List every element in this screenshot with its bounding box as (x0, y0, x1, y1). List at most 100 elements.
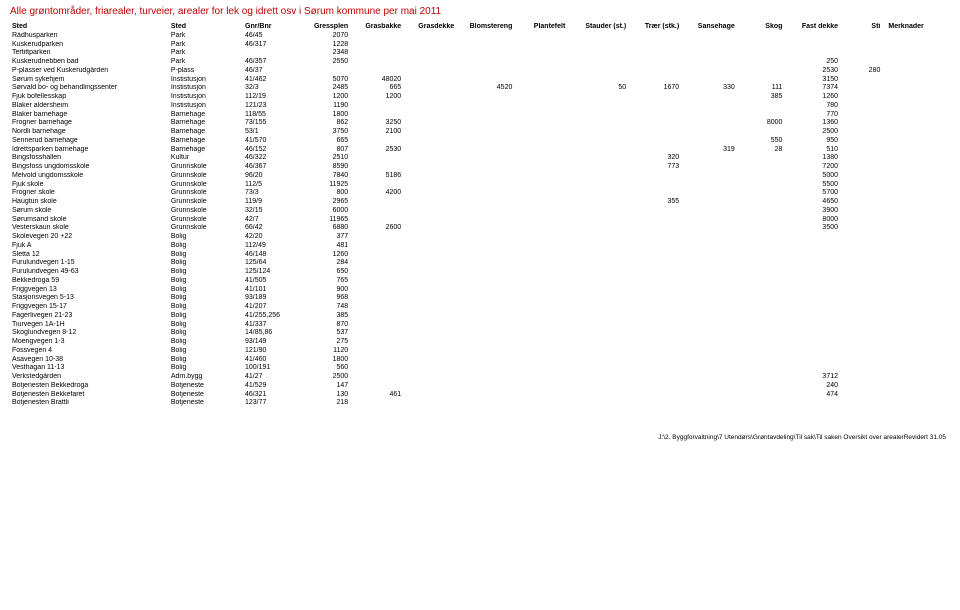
cell (685, 312, 741, 321)
cell (354, 399, 407, 408)
cell: 1200 (301, 93, 354, 102)
cell: 93/149 (243, 338, 301, 347)
cell (407, 163, 460, 172)
cell (886, 338, 950, 347)
cell (460, 399, 518, 408)
cell: 665 (301, 137, 354, 146)
cell (886, 391, 950, 400)
cell (685, 119, 741, 128)
cell (460, 242, 518, 251)
cell: Bolig (169, 356, 243, 365)
cell (886, 268, 950, 277)
cell (886, 224, 950, 233)
cell (518, 32, 571, 41)
cell (571, 321, 632, 330)
cell (460, 58, 518, 67)
cell (407, 277, 460, 286)
cell (741, 154, 789, 163)
cell (460, 356, 518, 365)
cell (571, 277, 632, 286)
cell: 8590 (301, 163, 354, 172)
cell (788, 303, 844, 312)
cell (407, 356, 460, 365)
cell (632, 41, 685, 50)
column-header: Grasbakke (354, 23, 407, 32)
cell: Fjuk A (10, 242, 169, 251)
cell (741, 294, 789, 303)
cell (354, 233, 407, 242)
cell (685, 32, 741, 41)
cell (741, 216, 789, 225)
cell: 218 (301, 399, 354, 408)
cell (741, 163, 789, 172)
table-row: Idrettsparken barnehageBarnehage46/15280… (10, 146, 950, 155)
cell (844, 163, 886, 172)
cell (571, 364, 632, 373)
cell (407, 321, 460, 330)
cell (844, 286, 886, 295)
cell: Haugtun skole (10, 198, 169, 207)
cell (886, 49, 950, 58)
cell (741, 321, 789, 330)
cell (354, 67, 407, 76)
table-row: RådhusparkenPark46/452070 (10, 32, 950, 41)
cell (886, 76, 950, 85)
cell: Verkstedgården (10, 373, 169, 382)
table-row: Fossvegen 4Bolig121/901120 (10, 347, 950, 356)
cell (354, 102, 407, 111)
table-row: Blaker barnehageBarnehage118/551800770 (10, 111, 950, 120)
cell (354, 294, 407, 303)
column-header: Merknader (886, 23, 950, 32)
cell (886, 399, 950, 408)
cell: Fossvegen 4 (10, 347, 169, 356)
cell (354, 303, 407, 312)
cell (518, 137, 571, 146)
cell (407, 382, 460, 391)
cell (407, 76, 460, 85)
cell (886, 312, 950, 321)
table-row: Friggvegen 15-17Bolig41/207748 (10, 303, 950, 312)
cell (518, 58, 571, 67)
cell (407, 146, 460, 155)
cell (571, 268, 632, 277)
cell (571, 233, 632, 242)
cell: Bolig (169, 338, 243, 347)
cell: 46/37 (243, 67, 301, 76)
cell (407, 128, 460, 137)
cell (741, 198, 789, 207)
cell (741, 76, 789, 85)
cell (741, 111, 789, 120)
cell (741, 338, 789, 347)
cell: Bolig (169, 268, 243, 277)
cell (460, 49, 518, 58)
cell (844, 198, 886, 207)
cell (407, 312, 460, 321)
cell: 765 (301, 277, 354, 286)
table-row: Fjuk skoleGrunnskole112/5119255500 (10, 181, 950, 190)
cell (407, 216, 460, 225)
cell (741, 356, 789, 365)
cell: 1120 (301, 347, 354, 356)
cell: 3712 (788, 373, 844, 382)
cell (632, 207, 685, 216)
cell (407, 233, 460, 242)
cell (632, 329, 685, 338)
cell: 320 (632, 154, 685, 163)
cell (844, 93, 886, 102)
cell (354, 329, 407, 338)
cell: 3250 (354, 119, 407, 128)
cell: 275 (301, 338, 354, 347)
cell (741, 312, 789, 321)
cell: 6880 (301, 224, 354, 233)
cell (844, 251, 886, 260)
cell (685, 198, 741, 207)
cell: 1200 (354, 93, 407, 102)
cell (407, 373, 460, 382)
cell (460, 41, 518, 50)
cell: 41/460 (243, 356, 301, 365)
cell: 5000 (788, 172, 844, 181)
cell (460, 154, 518, 163)
cell: 2500 (301, 373, 354, 382)
cell: 319 (685, 146, 741, 155)
cell (788, 259, 844, 268)
